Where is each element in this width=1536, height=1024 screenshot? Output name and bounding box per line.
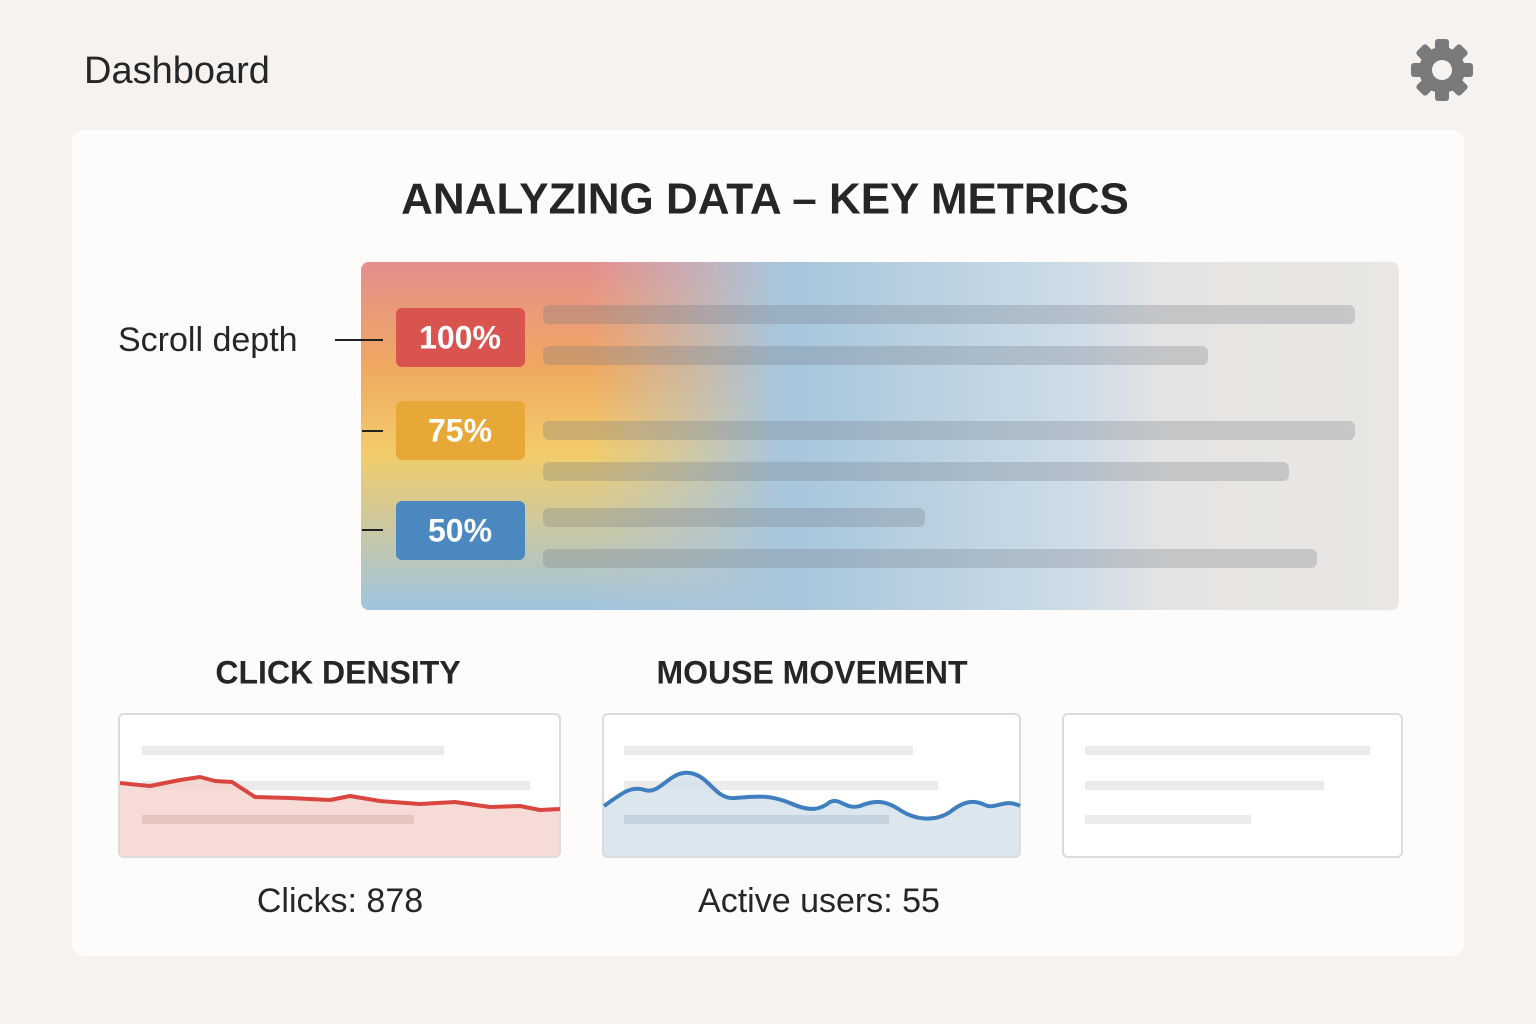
badge bbox=[396, 401, 525, 460]
settings-icon[interactable] bbox=[1411, 39, 1473, 101]
click-panel bbox=[118, 713, 561, 858]
badge-label: 50% bbox=[428, 512, 492, 548]
badge-label: 100% bbox=[419, 319, 501, 355]
empty-panel bbox=[1062, 713, 1403, 858]
mouse-panel bbox=[602, 713, 1021, 858]
panel-title: CLICK DENSITY bbox=[215, 654, 460, 690]
badge-label: 75% bbox=[428, 412, 492, 448]
scroll-depth-label: Scroll depth bbox=[118, 321, 298, 359]
heatmap bbox=[361, 262, 1399, 610]
panel-title: MOUSE MOVEMENT bbox=[656, 654, 968, 690]
panel-stat: Clicks: 878 bbox=[257, 882, 423, 920]
main-title: ANALYZING DATA – KEY METRICS bbox=[401, 175, 1129, 224]
badge bbox=[396, 501, 525, 560]
header-title: Dashboard bbox=[84, 50, 270, 92]
badge bbox=[396, 308, 525, 367]
panel-stat: Active users: 55 bbox=[698, 882, 940, 920]
